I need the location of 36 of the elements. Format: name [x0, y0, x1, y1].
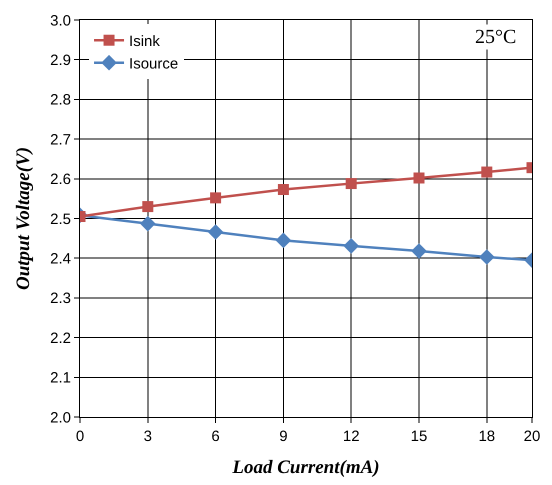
point — [210, 192, 222, 204]
y-tick-label: 2.7 — [50, 131, 71, 148]
point — [346, 178, 357, 190]
x-tick-label: 20 — [524, 428, 540, 445]
point — [479, 249, 495, 265]
y-axis-title: Output Voltage(V) — [12, 146, 34, 290]
annotation: 25°C — [475, 26, 516, 48]
y-tick-label: 2.5 — [50, 210, 71, 228]
y-tick-label: 2.4 — [50, 250, 71, 268]
point — [343, 238, 359, 254]
y-tick-label: 2.9 — [50, 52, 71, 69]
point — [142, 201, 154, 212]
point — [411, 243, 427, 259]
point — [276, 232, 292, 248]
x-tick-label: 12 — [342, 428, 360, 445]
legend-label: Isource — [129, 56, 178, 73]
x-tick-label: 18 — [478, 428, 496, 445]
x-tick-label: 9 — [279, 428, 288, 445]
x-tick-label: 15 — [410, 428, 428, 445]
x-tick-label: 6 — [211, 428, 220, 445]
point — [278, 184, 289, 196]
y-tick-label: 2.6 — [50, 171, 71, 188]
x-tick-label: 3 — [144, 428, 152, 445]
point — [140, 216, 156, 232]
y-tick-label: 2.0 — [50, 409, 71, 426]
y-tick-label: 2.3 — [50, 290, 71, 308]
point — [208, 224, 224, 240]
x-axis-title: Load Current(mA) — [231, 456, 380, 478]
point — [481, 166, 492, 178]
legend-label: Isink — [129, 33, 160, 50]
point — [414, 172, 424, 184]
y-tick-label: 2.2 — [50, 330, 71, 347]
y-tick-label: 3.0 — [50, 12, 71, 30]
y-tick-label: 2.8 — [50, 92, 71, 109]
x-tick-label: 0 — [76, 428, 84, 445]
y-tick-label: 2.1 — [50, 370, 71, 387]
